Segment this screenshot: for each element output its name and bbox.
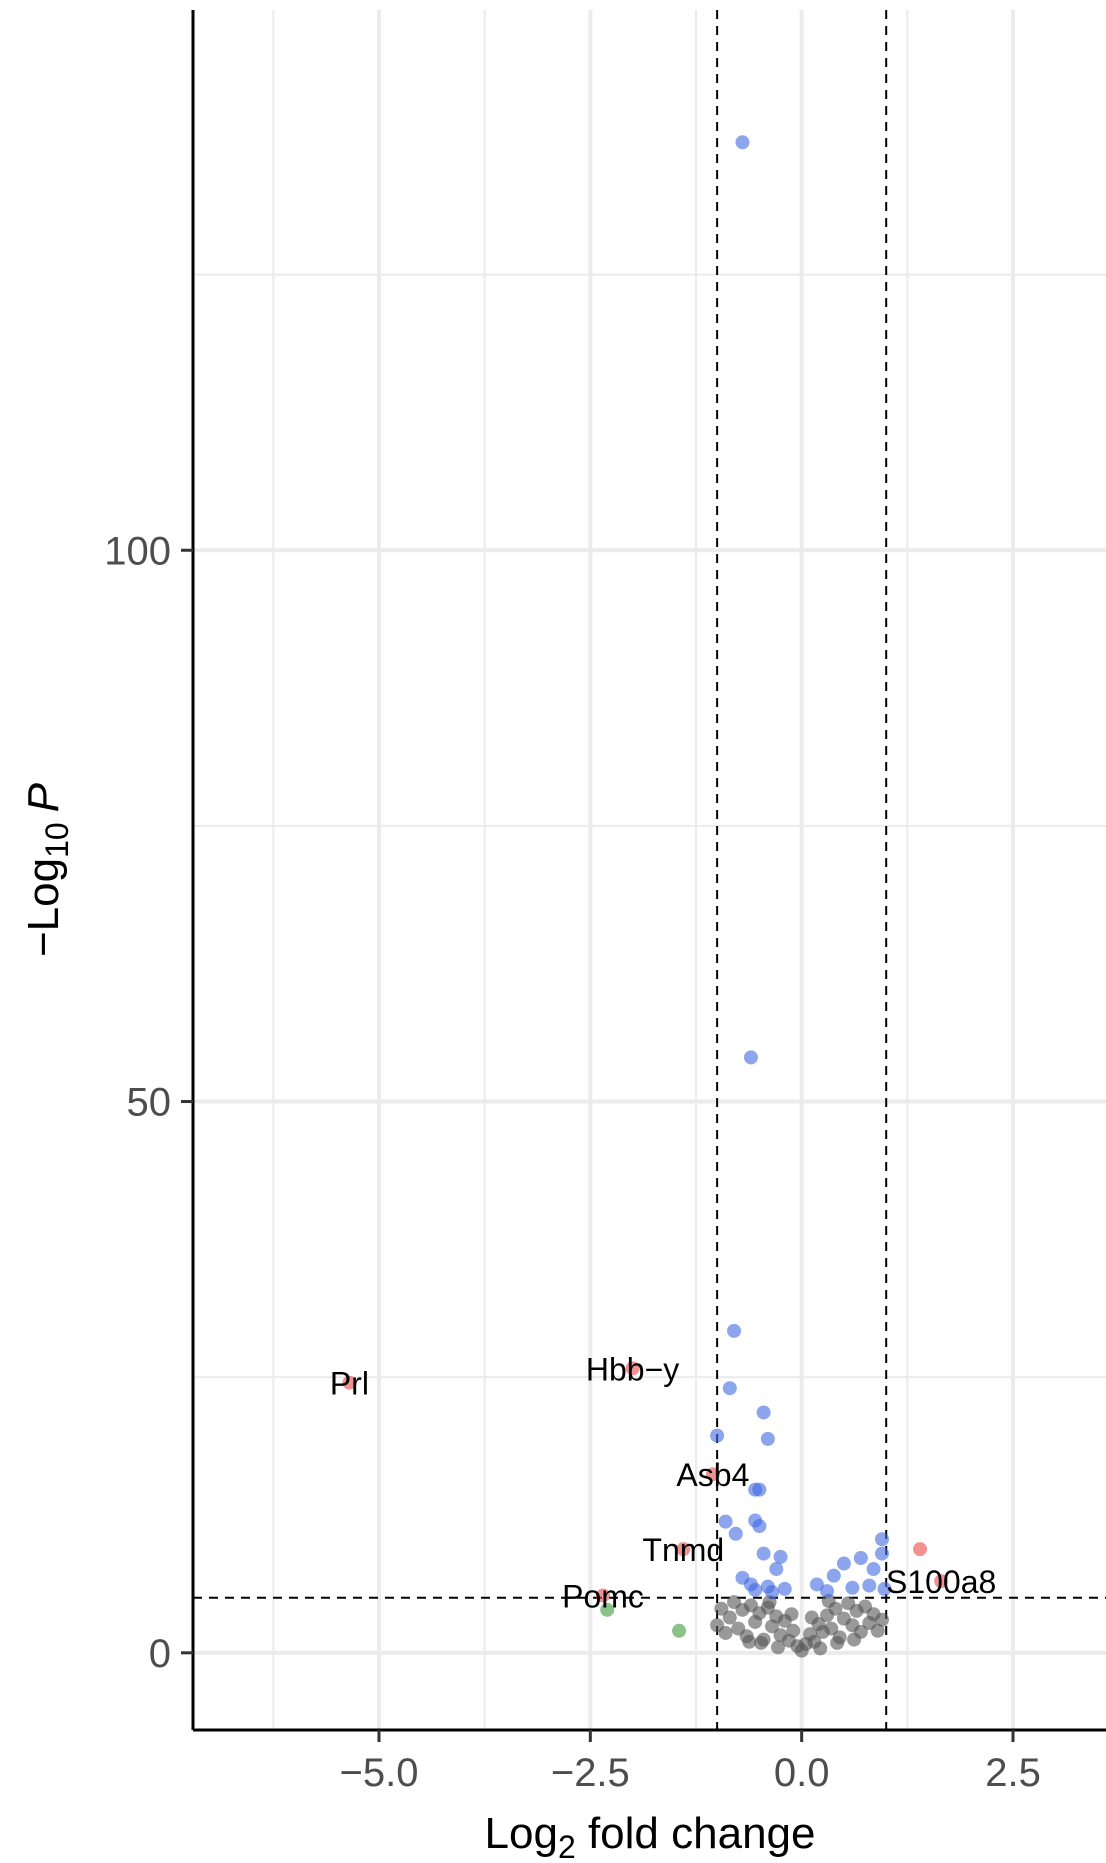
data-point-p-only bbox=[773, 1549, 788, 1564]
data-point-p-only bbox=[752, 1482, 767, 1497]
data-point-p-only bbox=[836, 1556, 851, 1571]
gene-label: Hbb−y bbox=[586, 1351, 679, 1387]
data-point-ns bbox=[830, 1635, 845, 1650]
data-point-both bbox=[676, 1542, 691, 1557]
data-point-p-only bbox=[877, 1581, 892, 1596]
data-point-ns bbox=[813, 1641, 828, 1656]
data-point-ns bbox=[754, 1635, 769, 1650]
gene-label: Asb4 bbox=[676, 1457, 749, 1493]
data-point-p-only bbox=[809, 1577, 824, 1592]
data-point-ns bbox=[824, 1621, 839, 1636]
x-tick-label: 0.0 bbox=[774, 1751, 830, 1795]
x-tick-label: 2.5 bbox=[985, 1751, 1041, 1795]
data-point-p-only bbox=[728, 1526, 743, 1541]
data-point-p-only bbox=[756, 1546, 771, 1561]
data-point-p-only bbox=[826, 1568, 841, 1583]
x-tick-label: −5.0 bbox=[339, 1751, 418, 1795]
gene-label: S100a8 bbox=[886, 1564, 996, 1600]
data-point-ns bbox=[804, 1610, 819, 1625]
data-point-both bbox=[705, 1467, 720, 1482]
gene-label: Tnmd bbox=[642, 1532, 724, 1568]
x-tick-label: −2.5 bbox=[551, 1751, 630, 1795]
data-point-both bbox=[596, 1588, 611, 1603]
data-point-p-only bbox=[752, 1519, 767, 1534]
y-tick-label: 50 bbox=[127, 1081, 172, 1125]
y-tick-label: 100 bbox=[104, 529, 171, 573]
data-point-p-only bbox=[845, 1580, 860, 1595]
data-point-p-only bbox=[820, 1584, 835, 1599]
data-point-ns bbox=[786, 1623, 801, 1638]
data-point-ns bbox=[742, 1634, 757, 1649]
data-point-p-only bbox=[727, 1323, 742, 1338]
data-point-p-only bbox=[760, 1431, 775, 1446]
data-point-fc-only bbox=[600, 1602, 615, 1617]
data-point-ns bbox=[870, 1623, 885, 1638]
data-point-p-only bbox=[777, 1581, 792, 1596]
data-point-ns bbox=[784, 1607, 799, 1622]
data-point-ns bbox=[770, 1640, 785, 1655]
x-axis-title: Log2 fold change bbox=[485, 1809, 816, 1858]
data-point-p-only bbox=[874, 1532, 889, 1547]
data-point-ns bbox=[722, 1610, 737, 1625]
y-axis-title: −Log10P bbox=[19, 782, 75, 957]
data-point-both bbox=[625, 1361, 640, 1376]
data-point-ns bbox=[874, 1612, 889, 1627]
data-point-ns bbox=[718, 1625, 733, 1640]
data-point-p-only bbox=[866, 1562, 881, 1577]
cutoff-lines bbox=[193, 10, 1106, 1730]
data-point-p-only bbox=[743, 1050, 758, 1065]
grid-lines bbox=[193, 10, 1106, 1730]
data-point-p-only bbox=[718, 1514, 733, 1529]
data-point-p-only bbox=[710, 1428, 725, 1443]
gene-label: Prl bbox=[330, 1366, 369, 1402]
data-point-p-only bbox=[874, 1546, 889, 1561]
data-point-p-only bbox=[769, 1562, 784, 1577]
axes: −5.0 −2.5 0.0 2.5 0 50 100 bbox=[104, 10, 1106, 1795]
data-point-p-only bbox=[765, 1585, 780, 1600]
data-point-fc-only bbox=[672, 1623, 687, 1638]
y-tick-label: 0 bbox=[149, 1632, 171, 1676]
gene-label: Pomc bbox=[562, 1578, 644, 1614]
data-point-both bbox=[342, 1375, 357, 1390]
data-point-ns bbox=[714, 1601, 729, 1616]
data-point-p-only bbox=[853, 1551, 868, 1565]
data-point-both bbox=[934, 1574, 949, 1589]
data-point-p-only bbox=[756, 1405, 771, 1420]
gene-labels: Prl Hbb−y Asb4 Tnmd Pomc S100a8 bbox=[330, 1351, 996, 1614]
data-point-p-only bbox=[748, 1582, 763, 1597]
data-point-p-only bbox=[722, 1381, 737, 1396]
data-point-both bbox=[913, 1542, 928, 1557]
data-point-p-only bbox=[735, 135, 750, 150]
data-point-p-only bbox=[862, 1578, 877, 1593]
data-point-ns bbox=[847, 1632, 862, 1647]
data-points bbox=[342, 135, 949, 1658]
